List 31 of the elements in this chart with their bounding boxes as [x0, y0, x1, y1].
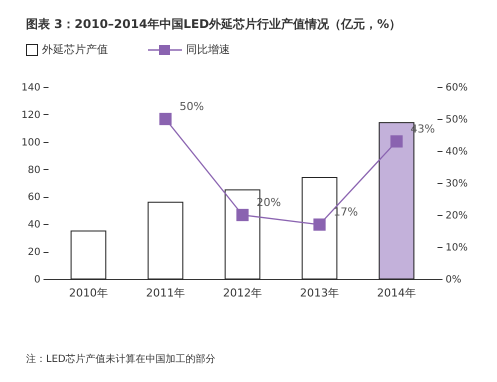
- y-tick-label: 20: [28, 247, 40, 258]
- y2-tick-label: 0%: [446, 274, 462, 286]
- point: [236, 208, 249, 222]
- legend-label: 同比增速: [186, 42, 230, 57]
- y2-tick-label: 50%: [446, 114, 468, 126]
- text: 注：LED芯片产值未计算在中国加工的部分: [26, 352, 216, 366]
- y-tick-label: 100: [21, 137, 40, 148]
- y2-tick-label: 40%: [446, 146, 468, 158]
- y-tick-label: 140: [21, 82, 40, 94]
- point: [159, 112, 172, 126]
- x-tick-label: 2011年: [146, 286, 185, 300]
- y-tick-label: 60: [28, 192, 40, 204]
- y-tick-label: 80: [28, 164, 40, 176]
- y2-tick-label: 10%: [446, 242, 468, 254]
- x-tick-label: 2013年: [300, 286, 340, 300]
- x-tick-label: 2012年: [223, 286, 262, 300]
- y-tick-label: 0: [34, 274, 40, 286]
- y2-tick-label: 60%: [446, 82, 468, 94]
- y-tick-label: 40: [28, 220, 40, 231]
- y-tick-label: 120: [21, 110, 40, 121]
- point: [390, 135, 403, 148]
- chart-title: 图表 3：2010–2014年中国LED外延芯片行业产值情况（亿元，%）: [26, 16, 402, 33]
- bar: [148, 202, 184, 280]
- y2-tick-label: 20%: [446, 210, 468, 222]
- x-tick-label: 2010年: [68, 286, 108, 300]
- y2-tick-label: 30%: [446, 178, 468, 190]
- legend-label: 外延芯片产值: [42, 42, 108, 57]
- bar: [70, 230, 106, 280]
- x-tick-label: 2014年: [377, 286, 416, 300]
- point: [313, 218, 326, 231]
- data-label: 50%: [179, 100, 204, 113]
